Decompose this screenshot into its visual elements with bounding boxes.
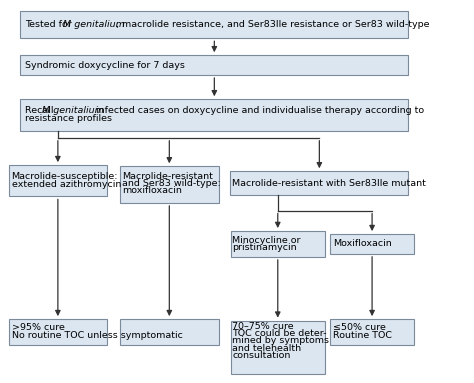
FancyBboxPatch shape <box>9 319 107 345</box>
Text: Macrolide-resistant with Ser83Ile mutant: Macrolide-resistant with Ser83Ile mutant <box>232 178 426 188</box>
Text: infected cases on doxycycline and individualise therapy according to: infected cases on doxycycline and indivi… <box>93 106 425 115</box>
FancyBboxPatch shape <box>20 11 408 38</box>
Text: 70–75% cure: 70–75% cure <box>232 322 294 331</box>
FancyBboxPatch shape <box>20 55 408 75</box>
FancyBboxPatch shape <box>231 321 325 374</box>
Text: mined by symptoms: mined by symptoms <box>232 336 329 345</box>
Text: and Ser83 wild-type:: and Ser83 wild-type: <box>122 179 220 188</box>
Text: Macrolide-susceptible:: Macrolide-susceptible: <box>11 172 118 181</box>
FancyBboxPatch shape <box>120 319 219 345</box>
Text: Routine TOC: Routine TOC <box>333 331 392 340</box>
Text: , macrolide resistance, and Ser83Ile resistance or Ser83 wild-type: , macrolide resistance, and Ser83Ile res… <box>116 20 429 29</box>
Text: M genitalium: M genitalium <box>64 20 125 29</box>
Text: Minocycline or: Minocycline or <box>232 236 301 245</box>
Text: TOC could be deter-: TOC could be deter- <box>232 329 327 338</box>
FancyBboxPatch shape <box>9 165 107 196</box>
FancyBboxPatch shape <box>231 231 325 257</box>
Text: Recall: Recall <box>25 106 56 115</box>
Text: Syndromic doxycycline for 7 days: Syndromic doxycycline for 7 days <box>25 61 185 70</box>
Text: No routine TOC unless symptomatic: No routine TOC unless symptomatic <box>11 331 182 340</box>
Text: and telehealth: and telehealth <box>232 344 301 353</box>
Text: >95% cure: >95% cure <box>11 323 64 332</box>
Text: Macrolide-resistant: Macrolide-resistant <box>122 172 213 181</box>
Text: M genitalium: M genitalium <box>43 106 104 115</box>
Text: moxifloxacin: moxifloxacin <box>122 186 182 195</box>
Text: Tested for: Tested for <box>25 20 74 29</box>
FancyBboxPatch shape <box>330 234 414 254</box>
Text: extended azithromycin: extended azithromycin <box>11 180 121 189</box>
Text: Moxifloxacin: Moxifloxacin <box>333 239 392 249</box>
FancyBboxPatch shape <box>230 171 408 195</box>
FancyBboxPatch shape <box>120 166 219 203</box>
FancyBboxPatch shape <box>330 319 414 345</box>
Text: ≤50% cure: ≤50% cure <box>333 323 385 332</box>
Text: consultation: consultation <box>232 351 291 360</box>
Text: pristinamycin: pristinamycin <box>232 243 297 252</box>
Text: resistance profiles: resistance profiles <box>25 114 112 123</box>
FancyBboxPatch shape <box>20 99 408 131</box>
